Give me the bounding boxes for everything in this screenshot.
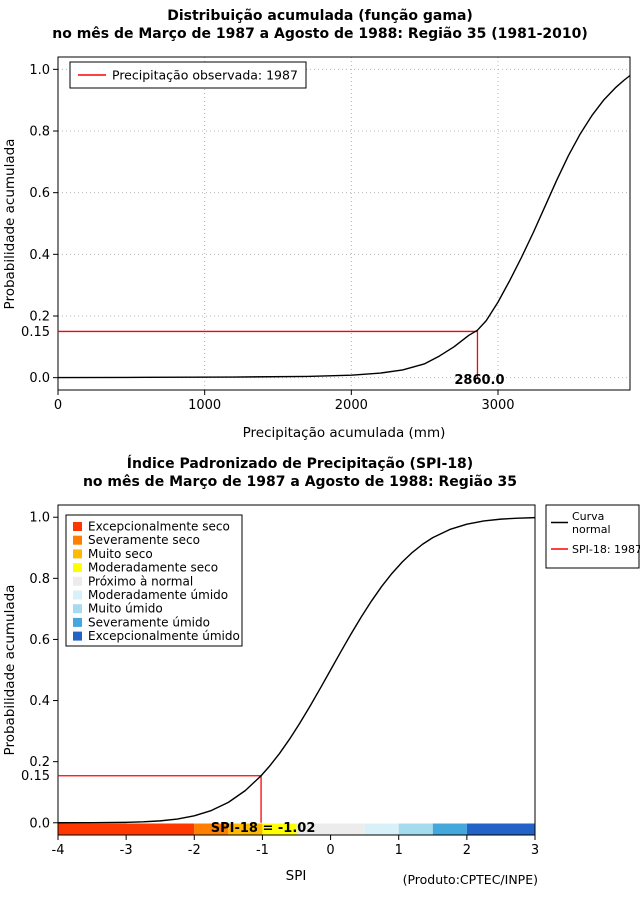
x-tick-label: 2 bbox=[463, 843, 471, 858]
threshold-tick-label: 0.15 bbox=[21, 325, 50, 340]
chart-subtitle: no mês de Março de 1987 a Agosto de 1988… bbox=[52, 26, 588, 42]
y-tick-label: 0.4 bbox=[29, 248, 50, 263]
category-label: Muito úmido bbox=[88, 602, 163, 616]
spi-figure: Índice Padronizado de Precipitação (SPI-… bbox=[0, 450, 640, 900]
x-tick-label: 2000 bbox=[335, 398, 368, 413]
curve-legend-box bbox=[545, 504, 640, 569]
gamma-distribution-chart: Distribuição acumulada (função gama) no … bbox=[2, 8, 631, 441]
spi-colorbar-segment bbox=[398, 823, 433, 835]
spi-colorbar-segment bbox=[466, 823, 535, 835]
observed-value-line bbox=[58, 775, 262, 823]
category-label: Próximo à normal bbox=[88, 574, 193, 588]
threshold-tick-label: 0.15 bbox=[21, 769, 50, 784]
spi-chart: Índice Padronizado de Precipitação (SPI-… bbox=[2, 455, 640, 887]
legend-box bbox=[69, 61, 307, 89]
plot-area: -4 -3 -2 -1 0 1 2 3 0.0 0.2 0.4 0.6 0.8 1.0 0.15 SPI-18… bbox=[21, 504, 640, 858]
category-swatch bbox=[73, 576, 82, 586]
x-tick-label: 3000 bbox=[481, 398, 514, 413]
plot-frame bbox=[57, 504, 536, 836]
category-label: Excepcionalmente seco bbox=[88, 520, 230, 534]
spi-colorbar-segment bbox=[432, 823, 467, 835]
spi-colorbar-segment bbox=[194, 823, 229, 835]
plot-frame bbox=[57, 56, 631, 391]
category-swatch bbox=[73, 535, 82, 545]
category-swatch bbox=[73, 549, 82, 559]
category-swatch bbox=[73, 617, 82, 627]
x-axis-title: Precipitação acumulada (mm) bbox=[243, 425, 446, 441]
observed-value-label: 2860.0 bbox=[454, 373, 504, 388]
y-tick-label: 1.0 bbox=[29, 511, 50, 526]
category-label: Moderadamente seco bbox=[88, 561, 218, 575]
y-axis-title: Probabilidade acumulada bbox=[2, 139, 18, 310]
spi-colorbar-segment bbox=[58, 823, 195, 835]
category-swatch bbox=[73, 590, 82, 600]
spi-colorbar-segment bbox=[296, 823, 365, 835]
y-tick-label: 0.0 bbox=[29, 371, 50, 386]
y-tick-label: 0.4 bbox=[29, 694, 50, 709]
category-label: Severamente úmido bbox=[88, 615, 210, 629]
spi-colorbar-segment bbox=[228, 823, 263, 835]
y-tick-label: 0.8 bbox=[29, 572, 50, 587]
curve-legend-label: Curva bbox=[572, 510, 604, 523]
x-tick-label: -1 bbox=[256, 843, 269, 858]
y-tick-label: 0.0 bbox=[29, 816, 50, 831]
chart-subtitle: no mês de Março de 1987 a Agosto de 1988… bbox=[83, 474, 517, 490]
x-tick-label: 0 bbox=[54, 398, 62, 413]
x-tick-label: 0 bbox=[326, 843, 334, 858]
category-label: Muito seco bbox=[88, 547, 153, 561]
curve-legend-label: normal bbox=[572, 523, 611, 536]
y-axis-title: Probabilidade acumulada bbox=[2, 585, 18, 756]
observed-value-line bbox=[58, 330, 479, 378]
gamma-cdf-curve bbox=[57, 74, 631, 379]
y-tick-label: 0.2 bbox=[29, 310, 50, 325]
legend: Precipitação observada: 1987 bbox=[69, 61, 307, 89]
category-swatch bbox=[73, 563, 82, 573]
x-tick-label: -4 bbox=[52, 843, 65, 858]
x-tick-label: -2 bbox=[188, 843, 201, 858]
legend-label: Precipitação observada: 1987 bbox=[112, 68, 298, 83]
normal-cdf-curve bbox=[57, 516, 536, 824]
category-swatch bbox=[73, 604, 82, 614]
spi-colorbar-segment bbox=[262, 823, 297, 835]
category-label: Severamente seco bbox=[88, 533, 200, 547]
curve-legend-label: SPI-18: 1987 bbox=[572, 543, 640, 556]
x-tick-label: 1 bbox=[395, 843, 403, 858]
category-legend-box bbox=[65, 514, 243, 647]
category-label: Moderadamente úmido bbox=[88, 588, 228, 602]
category-label: Excepcionalmente úmido bbox=[88, 629, 240, 643]
gamma-distribution-figure: Distribuição acumulada (função gama) no … bbox=[2, 8, 631, 441]
y-tick-label: 0.6 bbox=[29, 633, 50, 648]
x-axis-title: SPI bbox=[286, 868, 307, 884]
x-tick-label: 1000 bbox=[188, 398, 221, 413]
x-tick-label: -3 bbox=[120, 843, 133, 858]
spi-colorbar-segment bbox=[364, 823, 399, 835]
observed-value-label: SPI-18 = -1.02 bbox=[211, 821, 316, 836]
chart-title: Distribuição acumulada (função gama) bbox=[167, 8, 473, 24]
category-swatch bbox=[73, 522, 82, 531]
chart-title: Índice Padronizado de Precipitação (SPI-… bbox=[127, 455, 473, 472]
x-tick-label: 3 bbox=[531, 843, 539, 858]
plot-area: 0 1000 2000 3000 0.0 0.2 0.4 0.6 0.8 1.0 0.15 2860.… bbox=[21, 56, 631, 413]
y-tick-label: 0.6 bbox=[29, 186, 50, 201]
category-swatch bbox=[73, 631, 82, 641]
y-tick-label: 0.8 bbox=[29, 125, 50, 140]
y-tick-label: 1.0 bbox=[29, 63, 50, 78]
product-credit: (Produto:CPTEC/INPE) bbox=[403, 872, 538, 887]
y-tick-label: 0.2 bbox=[29, 755, 50, 770]
